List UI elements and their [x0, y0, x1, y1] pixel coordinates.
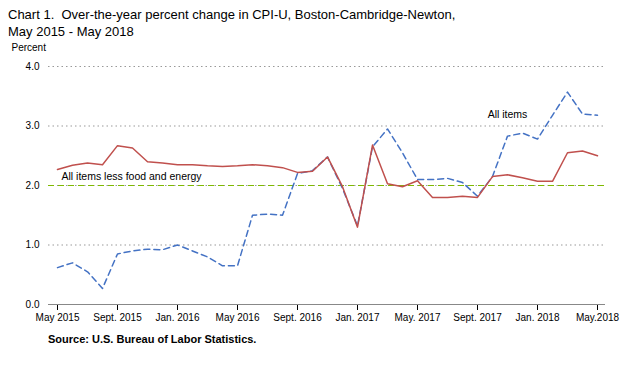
svg-text:Jan. 2018: Jan. 2018 — [516, 312, 560, 323]
svg-text:Sept. 2017: Sept. 2017 — [453, 312, 502, 323]
svg-text:May.2018: May.2018 — [576, 312, 620, 323]
svg-text:Jan. 2016: Jan. 2016 — [156, 312, 200, 323]
svg-text:Jan. 2017: Jan. 2017 — [336, 312, 380, 323]
svg-text:3.0: 3.0 — [26, 120, 40, 131]
svg-text:2.0: 2.0 — [26, 180, 40, 191]
svg-text:May. 2017: May. 2017 — [395, 312, 441, 323]
svg-text:1.0: 1.0 — [26, 239, 40, 250]
svg-text:Sept. 2015: Sept. 2015 — [93, 312, 142, 323]
svg-text:4.0: 4.0 — [26, 61, 40, 72]
html-text:Source: U.S. Bureau of Labor S: Source: U.S. Bureau of Labor Statistics. — [48, 333, 257, 345]
html-text:Chart 1. Over-the-year percent: Chart 1. Over-the-year percent change in… — [8, 7, 456, 22]
svg-text:May 2016: May 2016 — [216, 312, 260, 323]
svg-text:All items less food and energy: All items less food and energy — [62, 170, 203, 182]
svg-text:May 2015: May 2015 — [36, 312, 80, 323]
svg-text:Percent: Percent — [12, 42, 47, 53]
html-text:May 2015 - May 2018: May 2015 - May 2018 — [8, 24, 134, 39]
svg-text:Sept. 2016: Sept. 2016 — [273, 312, 322, 323]
svg-text:All items: All items — [488, 108, 528, 120]
svg-text:0.0: 0.0 — [26, 299, 40, 310]
